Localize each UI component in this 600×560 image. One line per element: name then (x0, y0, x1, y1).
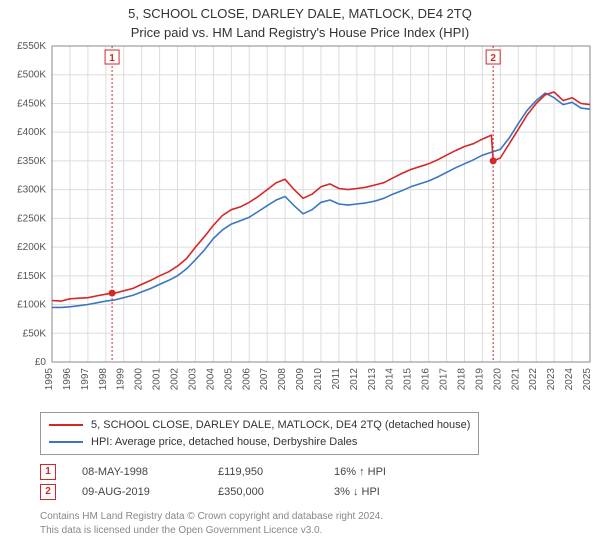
svg-text:2022: 2022 (528, 368, 539, 391)
svg-text:2012: 2012 (349, 368, 360, 391)
svg-text:2003: 2003 (187, 368, 198, 391)
svg-text:2020: 2020 (492, 368, 503, 391)
svg-text:2024: 2024 (564, 368, 575, 391)
svg-text:£0: £0 (35, 357, 47, 368)
svg-text:1998: 1998 (98, 368, 109, 391)
svg-text:£100K: £100K (17, 300, 46, 311)
svg-text:1: 1 (109, 53, 115, 64)
footer-line: This data is licensed under the Open Gov… (40, 524, 383, 538)
svg-text:2008: 2008 (277, 368, 288, 391)
svg-text:1996: 1996 (62, 368, 73, 391)
svg-text:2006: 2006 (241, 368, 252, 391)
legend-label-hpi: HPI: Average price, detached house, Derb… (91, 434, 357, 451)
svg-text:1995: 1995 (44, 368, 55, 391)
legend-swatch-hpi (49, 441, 83, 443)
svg-text:1999: 1999 (116, 368, 127, 391)
svg-text:£550K: £550K (17, 42, 46, 52)
svg-text:£500K: £500K (17, 70, 46, 81)
legend-row-address: 5, SCHOOL CLOSE, DARLEY DALE, MATLOCK, D… (49, 417, 470, 434)
legend-swatch-address (49, 424, 83, 426)
svg-text:2013: 2013 (367, 368, 378, 391)
svg-text:2015: 2015 (403, 368, 414, 391)
chart-title: 5, SCHOOL CLOSE, DARLEY DALE, MATLOCK, D… (0, 0, 600, 23)
transaction-date: 09-AUG-2019 (82, 486, 192, 498)
svg-text:2007: 2007 (259, 368, 270, 391)
svg-text:2019: 2019 (474, 368, 485, 391)
svg-text:2025: 2025 (582, 368, 593, 391)
svg-text:2021: 2021 (510, 368, 521, 391)
footer-line: Contains HM Land Registry data © Crown c… (40, 510, 383, 524)
svg-text:£250K: £250K (17, 213, 46, 224)
svg-text:2017: 2017 (439, 368, 450, 391)
svg-text:1997: 1997 (80, 368, 91, 391)
svg-text:£200K: £200K (17, 242, 46, 253)
legend-label-address: 5, SCHOOL CLOSE, DARLEY DALE, MATLOCK, D… (91, 417, 470, 434)
svg-text:2: 2 (490, 53, 496, 64)
transaction-delta: 3% ↓ HPI (334, 486, 380, 498)
svg-text:£300K: £300K (17, 185, 46, 196)
legend-row-hpi: HPI: Average price, detached house, Derb… (49, 434, 470, 451)
transaction-delta: 16% ↑ HPI (334, 466, 386, 478)
chart-subtitle: Price paid vs. HM Land Registry's House … (0, 23, 600, 40)
transaction-row: 1 08-MAY-1998 £119,950 16% ↑ HPI (40, 462, 386, 482)
svg-text:2016: 2016 (421, 368, 432, 391)
svg-text:2014: 2014 (385, 368, 396, 391)
attribution-footer: Contains HM Land Registry data © Crown c… (40, 510, 383, 537)
svg-text:2002: 2002 (170, 368, 181, 391)
svg-text:2009: 2009 (295, 368, 306, 391)
legend: 5, SCHOOL CLOSE, DARLEY DALE, MATLOCK, D… (40, 412, 479, 455)
svg-text:2000: 2000 (134, 368, 145, 391)
svg-text:2023: 2023 (546, 368, 557, 391)
svg-text:£400K: £400K (17, 127, 46, 138)
transaction-price: £119,950 (218, 466, 308, 478)
svg-text:2018: 2018 (456, 368, 467, 391)
svg-text:£50K: £50K (23, 328, 47, 339)
transaction-row: 2 09-AUG-2019 £350,000 3% ↓ HPI (40, 482, 386, 502)
transaction-date: 08-MAY-1998 (82, 466, 192, 478)
svg-text:2004: 2004 (205, 368, 216, 391)
marker-icon: 1 (40, 464, 56, 480)
svg-text:2010: 2010 (313, 368, 324, 391)
svg-text:£450K: £450K (17, 98, 46, 109)
svg-text:£350K: £350K (17, 156, 46, 167)
transactions-table: 1 08-MAY-1998 £119,950 16% ↑ HPI 2 09-AU… (40, 462, 386, 502)
chart-area: £0 £50K £100K £150K £200K £250K £300K £350K £400… (0, 42, 600, 402)
svg-text:2011: 2011 (331, 368, 342, 390)
svg-text:£150K: £150K (17, 271, 46, 282)
svg-text:2001: 2001 (152, 368, 163, 391)
svg-text:2005: 2005 (223, 368, 234, 391)
transaction-price: £350,000 (218, 486, 308, 498)
marker-icon: 2 (40, 484, 56, 500)
